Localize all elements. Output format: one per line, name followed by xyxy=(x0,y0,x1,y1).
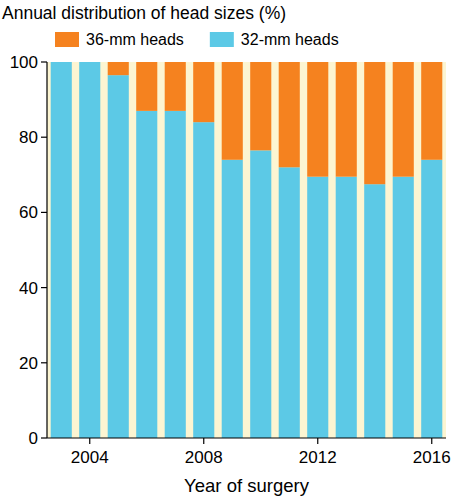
bar xyxy=(421,160,442,438)
bar xyxy=(279,167,300,438)
bar xyxy=(307,62,328,177)
bar xyxy=(193,62,214,122)
chart: 0 20 40 60 80 100 2004 2008 2012 2016 Annual distr… xyxy=(0,0,452,500)
bar xyxy=(336,62,357,177)
title: Annual distribution of head sizes (%) xyxy=(2,3,286,23)
bar xyxy=(165,111,186,438)
x-tick-label: 2004 xyxy=(71,448,109,467)
y-tick-label: 100 xyxy=(10,53,38,72)
bar xyxy=(421,62,442,160)
bar xyxy=(364,62,385,184)
x-tick-label: 2008 xyxy=(185,448,223,467)
bar xyxy=(51,62,72,438)
x-tick xyxy=(89,438,90,444)
legend-swatch xyxy=(210,32,234,47)
bar xyxy=(364,184,385,438)
y-tick xyxy=(41,287,47,288)
x-tick xyxy=(431,438,432,444)
x-axis xyxy=(47,437,446,438)
bar xyxy=(136,62,157,111)
bar xyxy=(51,62,72,63)
x-tick-label: 2016 xyxy=(413,448,451,467)
bar xyxy=(393,177,414,438)
y-tick xyxy=(41,362,47,363)
x-tick-label: 2012 xyxy=(299,448,337,467)
bar xyxy=(79,62,100,438)
bar xyxy=(165,62,186,111)
bar xyxy=(250,150,271,438)
bar xyxy=(136,111,157,438)
bar xyxy=(393,62,414,177)
bar xyxy=(108,75,129,438)
bar xyxy=(108,62,129,75)
y-tick-label: 60 xyxy=(19,203,38,222)
legend-swatch xyxy=(55,32,79,47)
bar xyxy=(336,177,357,438)
y-axis xyxy=(46,62,47,438)
y-tick xyxy=(41,437,47,438)
y-tick xyxy=(41,61,47,62)
legend-label: 32-mm heads xyxy=(241,31,339,48)
bar xyxy=(250,62,271,150)
x-axis-label: Year of surgery xyxy=(184,475,310,496)
bar xyxy=(222,160,243,438)
x-tick xyxy=(317,438,318,444)
y-tick-label: 0 xyxy=(29,429,38,448)
y-tick-label: 40 xyxy=(19,279,38,298)
x-tick xyxy=(203,438,204,444)
y-tick xyxy=(41,212,47,213)
bar xyxy=(307,177,328,438)
bar xyxy=(79,62,100,63)
bar xyxy=(279,62,300,167)
legend: 36-mm heads 32-mm heads xyxy=(55,31,339,48)
y-tick-label: 20 xyxy=(19,354,38,373)
bars xyxy=(51,62,443,438)
y-tick-label: 80 xyxy=(19,128,38,147)
bar xyxy=(193,122,214,438)
bar xyxy=(222,62,243,160)
legend-label: 36-mm heads xyxy=(86,31,184,48)
y-tick xyxy=(41,137,47,138)
plot-background xyxy=(47,62,446,438)
